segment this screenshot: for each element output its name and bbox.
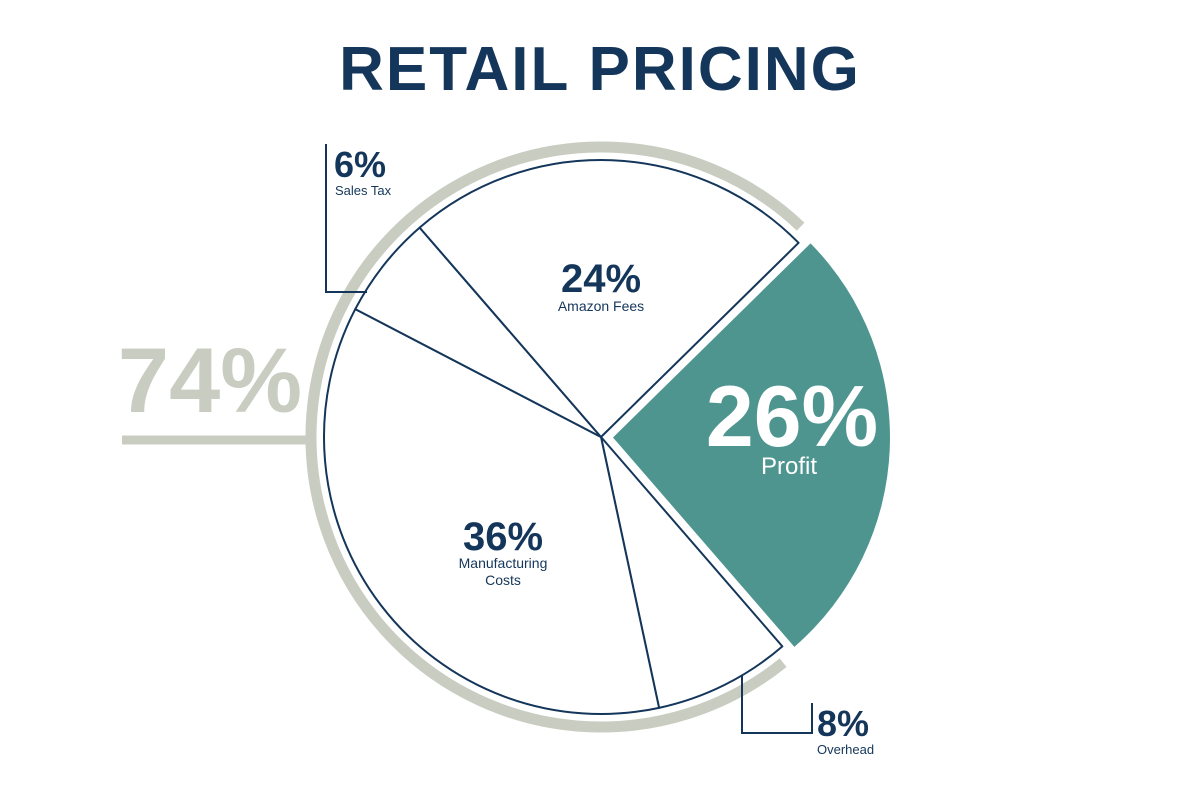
profit-value-label: 26%: [706, 369, 878, 465]
profit-slice: [612, 243, 890, 647]
sales-tax-label: Sales Tax: [335, 183, 392, 198]
profit-label: Profit: [761, 453, 817, 480]
pie-slices: [323, 159, 890, 715]
manufacturing-label-line2: Costs: [485, 572, 521, 588]
manufacturing-value-label: 36%: [463, 515, 543, 559]
chart-title: RETAIL PRICING: [339, 35, 861, 104]
overhead-slice: [600, 436, 784, 709]
sales-tax-value-label: 6%: [334, 144, 386, 185]
manufacturing-slice: [323, 308, 661, 715]
sales-tax-leader-line: [325, 144, 367, 293]
manufacturing-label-line1: Manufacturing: [459, 555, 548, 571]
overhead-leader-line: [741, 676, 813, 734]
overhead-value-label: 8%: [817, 703, 869, 744]
total-annotation-value: 74%: [118, 330, 302, 432]
amazon-fees-value-label: 24%: [561, 257, 641, 301]
outer-ring-arc: [305, 141, 805, 733]
amazon-fees-label: Amazon Fees: [558, 298, 644, 314]
amazon-fees-slice: [418, 159, 800, 438]
overhead-label: Overhead: [817, 742, 874, 757]
